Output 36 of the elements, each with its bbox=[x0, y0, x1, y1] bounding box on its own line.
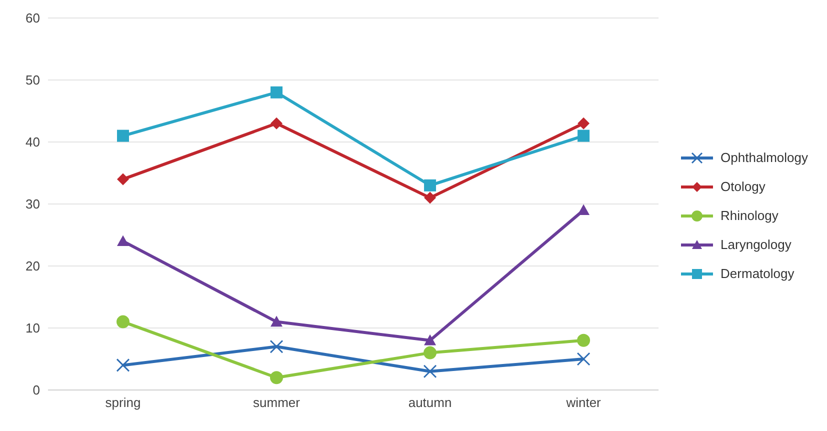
point bbox=[270, 86, 283, 98]
y-tick-label: 0 bbox=[32, 382, 40, 398]
legend-label: Laryngology bbox=[720, 237, 792, 252]
x-tick-label: winter bbox=[565, 395, 602, 410]
y-tick-label: 30 bbox=[26, 196, 40, 212]
y-tick-label: 40 bbox=[26, 134, 40, 150]
y-tick-label: 20 bbox=[26, 258, 40, 274]
point bbox=[424, 346, 437, 360]
point bbox=[117, 235, 129, 246]
point bbox=[117, 130, 129, 142]
point bbox=[577, 334, 590, 347]
point bbox=[424, 179, 436, 192]
point bbox=[576, 352, 590, 366]
x-tick-label: spring bbox=[105, 395, 141, 410]
point bbox=[424, 192, 436, 204]
point bbox=[578, 204, 590, 215]
legend-label: Otology bbox=[720, 179, 766, 194]
legend-label: Ophthalmology bbox=[720, 150, 808, 165]
y-tick-label: 10 bbox=[26, 320, 40, 336]
point bbox=[270, 117, 283, 130]
point bbox=[116, 315, 130, 328]
point bbox=[270, 371, 284, 384]
legend-label: Rhinology bbox=[720, 208, 778, 223]
y-tick-label: 50 bbox=[26, 72, 40, 88]
x-tick-label: autumn bbox=[408, 395, 452, 410]
point bbox=[117, 173, 129, 186]
point bbox=[270, 316, 283, 327]
point bbox=[423, 364, 437, 378]
point bbox=[578, 117, 590, 130]
point bbox=[424, 334, 436, 346]
legend-label: Dermatology bbox=[720, 266, 794, 281]
y-tick-label: 60 bbox=[26, 10, 40, 26]
x-tick-label: summer bbox=[253, 395, 301, 410]
point bbox=[578, 130, 590, 142]
point bbox=[116, 358, 130, 372]
point bbox=[270, 340, 284, 354]
